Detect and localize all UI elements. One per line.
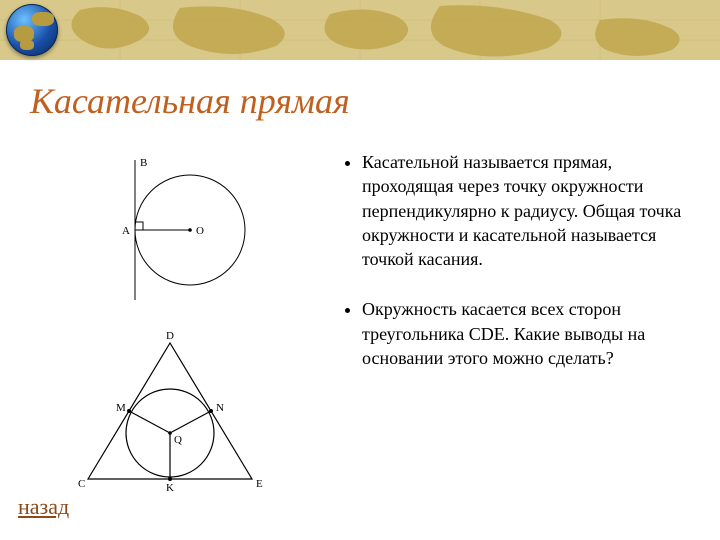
label-O: O (196, 225, 204, 237)
content-area: B A O D C (0, 150, 720, 504)
back-link[interactable]: назад (18, 494, 69, 520)
label-M: M (116, 402, 126, 414)
label-D: D (166, 330, 174, 342)
figures-column: B A O D C (0, 150, 340, 504)
page-title: Касательная прямая (30, 80, 350, 122)
globe-icon (6, 4, 58, 56)
list-item: Окружность касается всех сторон треуголь… (362, 297, 700, 370)
label-C: C (78, 478, 85, 490)
banner (0, 0, 720, 60)
label-A: A (122, 225, 130, 237)
figure-tangent: B A O (60, 150, 280, 310)
label-N: N (216, 402, 224, 414)
figure-incircle: D C E M N K Q (60, 329, 280, 499)
label-B: B (140, 157, 147, 169)
bullet-list: Касательной называется прямая, проходяща… (340, 150, 700, 370)
banner-map (0, 0, 720, 60)
label-K: K (166, 482, 174, 494)
list-item: Касательной называется прямая, проходяща… (362, 150, 700, 271)
text-column: Касательной называется прямая, проходяща… (340, 150, 700, 396)
label-E: E (256, 478, 263, 490)
label-Q: Q (174, 434, 182, 446)
